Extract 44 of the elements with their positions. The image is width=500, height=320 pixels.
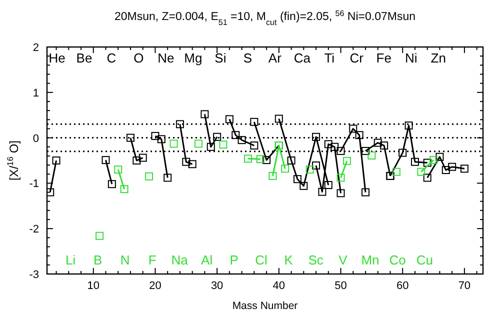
y-tick-label: -1 <box>29 178 39 190</box>
annotation: V <box>338 252 348 268</box>
y-tick-label: 2 <box>32 42 39 54</box>
annotation: Co <box>389 252 406 268</box>
y-tick-label: -2 <box>29 224 39 236</box>
annotation: Be <box>76 50 92 66</box>
annotation: O <box>134 50 144 66</box>
annotation: Li <box>66 252 76 268</box>
annotation: He <box>48 50 66 66</box>
x-tick-label: 20 <box>149 280 162 292</box>
chart-title: 20Msun, Z=0.004, E$_{51}$=10, M$_{cut}$(fin)=2.05, $^{56}$Ni=0.07Msun <box>114 8 416 26</box>
annotation: Ti <box>324 50 335 66</box>
annotation: S <box>243 50 252 66</box>
annotation: F <box>148 252 156 268</box>
annotation: Ar <box>268 50 282 66</box>
x-axis-title: Mass Number <box>232 300 298 312</box>
y-tick-label: 0 <box>32 132 39 145</box>
y-tick-label: 1 <box>32 87 39 100</box>
y-tick-label: -3 <box>29 269 39 281</box>
annotation: Cr <box>350 50 364 66</box>
annotation: Na <box>171 252 189 268</box>
annotation: Ne <box>158 50 174 66</box>
annotation: Mn <box>361 252 380 268</box>
annotation: Cl <box>255 252 268 268</box>
x-tick-label: 70 <box>458 280 471 292</box>
x-tick-label: 60 <box>396 280 409 292</box>
annotation: Si <box>214 50 226 66</box>
x-tick-label: 30 <box>210 280 224 292</box>
x-tick-label: 10 <box>87 280 100 292</box>
annotation: Ca <box>294 50 312 66</box>
annotation: K <box>284 252 294 268</box>
annotation: Mg <box>184 50 202 66</box>
annotation: Ni <box>404 50 418 66</box>
annotation: Al <box>201 252 213 268</box>
annotation: Cu <box>416 252 434 268</box>
annotation: P <box>230 252 238 268</box>
x-tick-label: 50 <box>334 280 347 292</box>
annotation: B <box>94 252 102 268</box>
x-tick-label: 40 <box>272 280 286 292</box>
annotation: Sc <box>308 252 324 268</box>
annotation: Zn <box>430 50 446 66</box>
annotation: Fe <box>376 50 392 66</box>
annotation: C <box>106 50 116 66</box>
annotation: N <box>120 252 130 268</box>
